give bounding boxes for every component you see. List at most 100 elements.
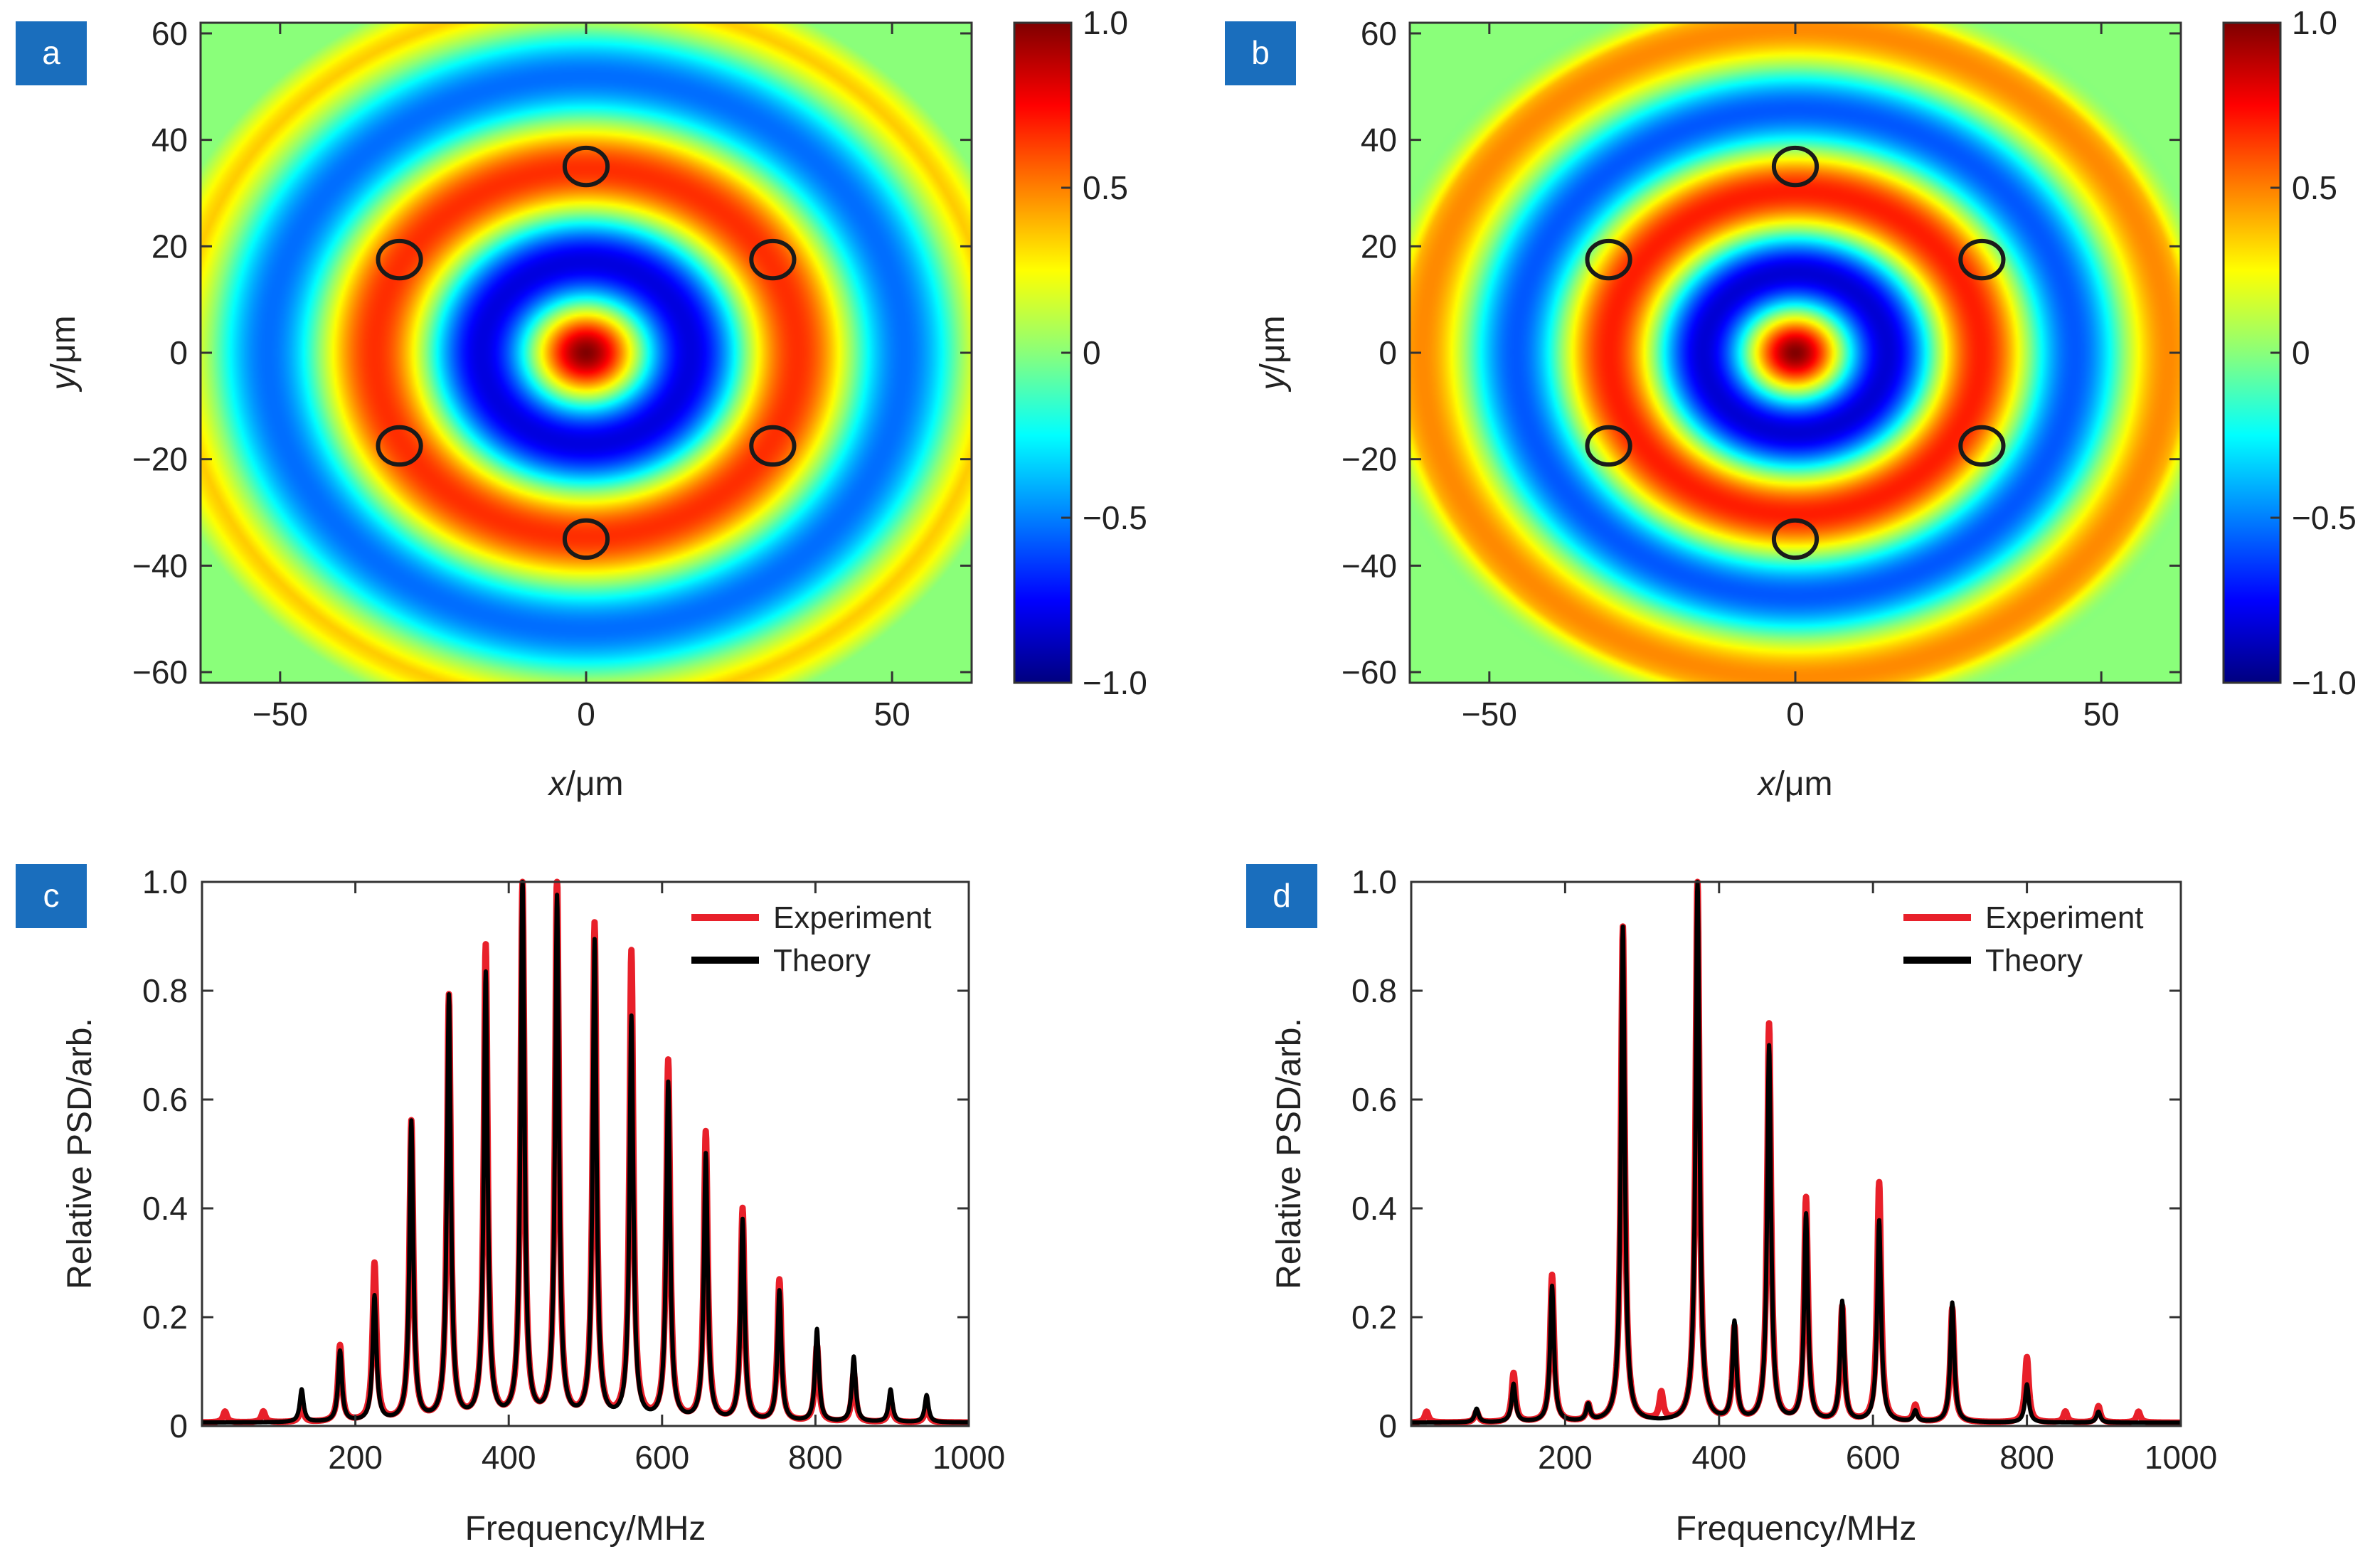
sensor-marker	[1585, 425, 1632, 467]
heatmap: −50 0 50 60 40 20 0 −20 −40 −60 x/μm y/μm	[45, 15, 973, 803]
y-tick-label: 0.8	[142, 972, 188, 1009]
x-axis-label: x/μm	[1757, 765, 1833, 803]
colorbar-tick-label: 0.5	[1083, 169, 1128, 206]
x-tick-label: 800	[788, 1439, 843, 1476]
series-line-theory	[1409, 880, 2183, 1425]
sensor-marker	[1585, 238, 1632, 281]
y-tick-label: 20	[152, 228, 188, 265]
y-tick-label: 0	[169, 1407, 188, 1444]
y-tick-label: 20	[1361, 228, 1397, 265]
panel-badge	[16, 21, 87, 85]
y-axis-label: y/μm	[1254, 316, 1292, 393]
x-tick-label: 1000	[933, 1439, 1005, 1476]
colorbar-tick-label: −0.5	[2292, 499, 2357, 536]
heatmap: −50 0 50 60 40 20 0 −20 −40 −60 x/μm y/μm	[1254, 15, 2182, 803]
y-tick-label: 0.6	[142, 1081, 188, 1118]
y-tick-label: 0.8	[1351, 972, 1397, 1009]
y-tick-label: −40	[1342, 547, 1397, 584]
colorbar: 1.0 0.5 0 −0.5 −1.0	[1013, 4, 1147, 701]
plot-frame	[201, 880, 970, 1427]
y-tick-label: −20	[1342, 441, 1397, 478]
panel-d: d 200 400 600 800 1000 0 0.2 0.4 0.6 0.8 1.0 Expe…	[1246, 863, 2217, 1548]
y-axis-label: Relative PSD/arb.	[61, 1018, 99, 1289]
sensor-marker	[1958, 238, 2006, 281]
y-tick-label: −60	[132, 654, 188, 691]
y-tick-label: 0.4	[142, 1190, 188, 1227]
colorbar-tick-label: −1.0	[2292, 664, 2357, 701]
y-tick-label: 60	[1361, 15, 1397, 52]
sensor-marker	[749, 238, 797, 281]
x-axis-label: Frequency/MHz	[1676, 1510, 1917, 1548]
sensor-marker	[562, 518, 610, 560]
sensor-marker	[1771, 145, 1819, 188]
plot-frame	[1410, 880, 2182, 1427]
y-axis-label: Relative PSD/arb.	[1270, 1018, 1308, 1289]
y-axis-label: y/μm	[45, 316, 83, 393]
panel-b: b −50 0 50 60 40 20 0 −20 −40 −60 x/μm y/μm 1.0 0…	[1225, 4, 2357, 803]
field-image	[1410, 23, 2181, 683]
psd-plot: 200 400 600 800 1000 0 0.2 0.4 0.6 0.8 1.0 Experi…	[61, 863, 1005, 1548]
panel-c: c 200 400 600 800 1000 0 0.2 0.4 0.6 0.8 1.0 Expe…	[16, 863, 1005, 1548]
x-tick-label: −50	[1462, 696, 1517, 733]
x-tick-label: 0	[577, 696, 595, 733]
y-tick-label: 40	[152, 122, 188, 159]
colorbar-tick-label: 0	[2292, 334, 2310, 371]
sensor-marker	[376, 425, 423, 467]
x-tick-label: 800	[1999, 1439, 2054, 1476]
y-tick-label: 1.0	[1351, 863, 1397, 900]
panel-badge	[1246, 864, 1317, 928]
colorbar-tick-label: −1.0	[1083, 664, 1147, 701]
x-tick-label: 600	[1846, 1439, 1901, 1476]
sensor-marker	[376, 238, 423, 281]
panel-badge	[16, 864, 87, 928]
x-tick-label: 400	[482, 1439, 536, 1476]
x-tick-label: 400	[1691, 1439, 1746, 1476]
colorbar-tick-label: 1.0	[2292, 4, 2337, 41]
y-tick-label: 1.0	[142, 863, 188, 900]
y-tick-label: 0.4	[1351, 1190, 1397, 1227]
y-tick-label: 60	[152, 15, 188, 52]
x-axis-label: Frequency/MHz	[465, 1510, 706, 1548]
colorbar-tick-label: 1.0	[1083, 4, 1128, 41]
y-tick-label: 0	[1378, 334, 1397, 371]
x-tick-label: 1000	[2145, 1439, 2217, 1476]
colorbar-tick-label: 0.5	[2292, 169, 2337, 206]
panel-letter: b	[1251, 34, 1270, 71]
y-tick-label: 0.2	[142, 1299, 188, 1336]
panel-letter: c	[43, 877, 60, 914]
y-tick-label: 0	[1378, 1407, 1397, 1444]
y-tick-label: 0.2	[1351, 1299, 1397, 1336]
y-tick-label: −40	[132, 547, 188, 584]
x-tick-label: 50	[2083, 696, 2120, 733]
legend-label-theory: Theory	[1985, 943, 2083, 978]
colorbar: 1.0 0.5 0 −0.5 −1.0	[2222, 4, 2357, 701]
legend-label-experiment: Experiment	[1985, 900, 2144, 935]
y-tick-label: 40	[1361, 122, 1397, 159]
x-axis-label: x/μm	[548, 765, 624, 803]
legend-label-theory: Theory	[773, 943, 871, 978]
x-tick-label: −50	[253, 696, 308, 733]
y-tick-label: 0	[169, 334, 188, 371]
field-image	[201, 23, 972, 683]
psd-plot: 200 400 600 800 1000 0 0.2 0.4 0.6 0.8 1.0 Experi…	[1270, 863, 2217, 1548]
legend-label-experiment: Experiment	[773, 900, 932, 935]
colorbar-tick-label: 0	[1083, 334, 1101, 371]
y-tick-label: −60	[1342, 654, 1397, 691]
series-line-theory	[200, 880, 971, 1425]
colorbar-tick-label: −0.5	[1083, 499, 1147, 536]
panel-letter: a	[42, 34, 60, 71]
y-tick-label: 0.6	[1351, 1081, 1397, 1118]
panel-letter: d	[1273, 877, 1291, 914]
sensor-marker	[749, 425, 797, 467]
x-tick-label: 200	[328, 1439, 383, 1476]
sensor-marker	[1771, 518, 1819, 560]
y-tick-label: −20	[132, 441, 188, 478]
sensor-marker	[562, 145, 610, 188]
x-tick-label: 50	[874, 696, 910, 733]
x-tick-label: 600	[634, 1439, 689, 1476]
x-tick-label: 200	[1538, 1439, 1593, 1476]
x-tick-label: 0	[1786, 696, 1805, 733]
panel-badge	[1225, 21, 1296, 85]
panel-a: a −50 0 50 60 40 20 0 −20 −40 −60 x/μm y/μm 1.0 0…	[16, 4, 1147, 803]
